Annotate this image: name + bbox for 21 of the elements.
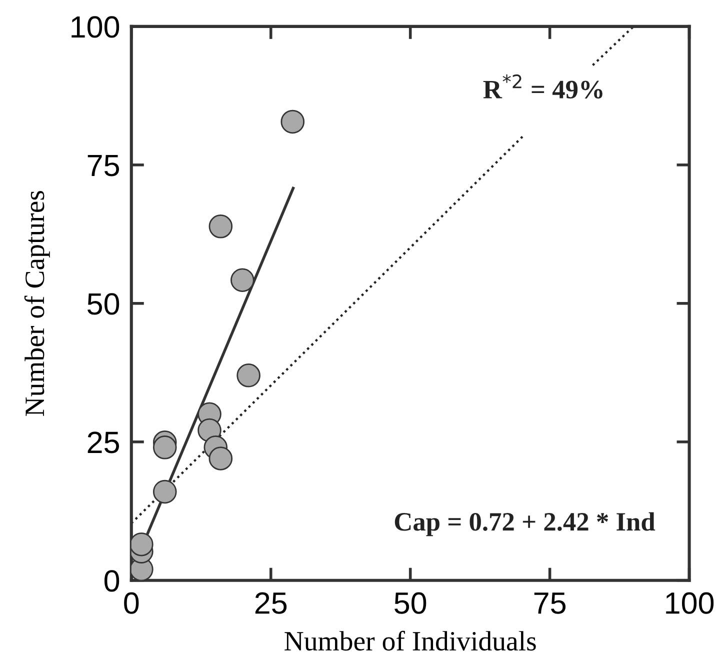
annotation: Cap = 0.72 + 2.42 * Ind [394,512,656,536]
annotation: R$^{*2}$ = 49% [483,74,602,99]
point [236,364,260,388]
point [152,436,177,460]
x-axis-title: Number of Individuals [284,630,536,651]
x-tick-label: 50 [394,592,426,614]
y-tick-label: 50 [88,293,120,315]
y-tick-label: 100 [72,16,120,38]
x-tick-label: 75 [534,592,566,614]
y-tick-label: 25 [88,432,120,454]
point [230,268,254,292]
point [280,110,305,134]
point [208,446,233,470]
point [208,214,233,238]
y-tick-label: 0 [104,570,120,592]
x-tick-label: 100 [666,592,714,614]
x-tick-label: 25 [255,592,287,614]
point [152,480,177,504]
y-axis-title: Number of Captures [24,191,50,416]
y-tick-label: 75 [88,154,120,176]
x-tick-label: 0 [124,592,139,614]
